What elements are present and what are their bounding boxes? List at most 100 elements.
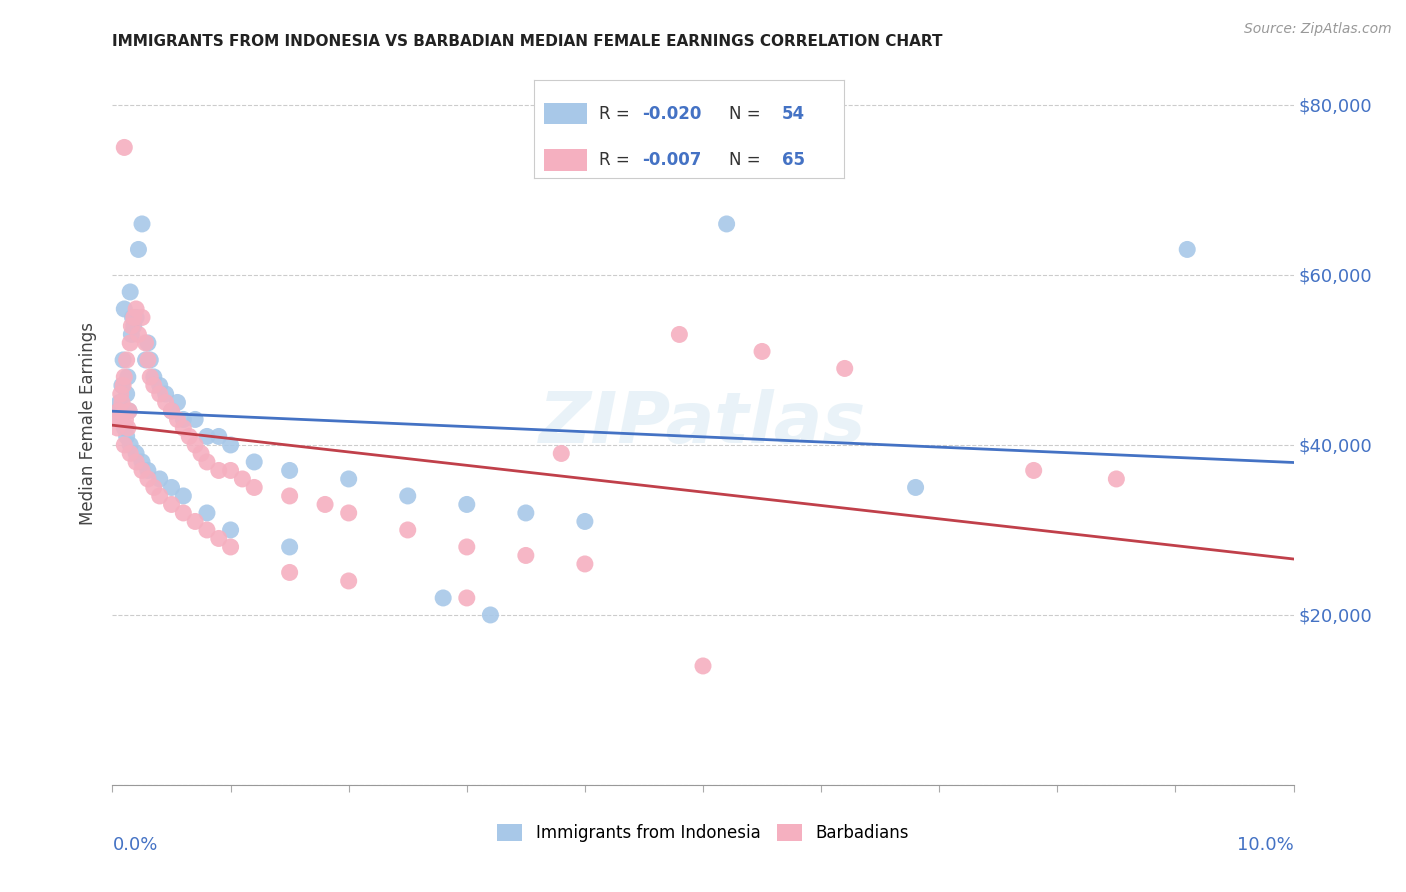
Point — [432, 591, 454, 605]
Point — [456, 540, 478, 554]
Point — [179, 429, 201, 443]
Point — [184, 515, 207, 529]
Point — [122, 310, 145, 325]
Point — [112, 140, 135, 154]
Point — [1175, 243, 1198, 257]
Point — [117, 421, 139, 435]
Point — [172, 421, 194, 435]
Point — [184, 438, 207, 452]
Point — [115, 353, 138, 368]
Point — [396, 523, 419, 537]
Text: Source: ZipAtlas.com: Source: ZipAtlas.com — [1244, 22, 1392, 37]
Point — [243, 480, 266, 494]
Point — [127, 327, 149, 342]
Point — [135, 335, 157, 350]
Point — [136, 463, 159, 477]
Point — [208, 463, 231, 477]
Point — [120, 327, 142, 342]
Point — [160, 404, 183, 418]
Point — [139, 370, 162, 384]
Text: 0.0%: 0.0% — [112, 836, 157, 854]
Point — [125, 455, 148, 469]
Point — [574, 557, 596, 571]
Text: IMMIGRANTS FROM INDONESIA VS BARBADIAN MEDIAN FEMALE EARNINGS CORRELATION CHART: IMMIGRANTS FROM INDONESIA VS BARBADIAN M… — [112, 34, 943, 49]
Point — [160, 498, 183, 512]
Point — [120, 446, 142, 460]
Point — [479, 607, 502, 622]
Point — [107, 404, 129, 418]
Point — [396, 489, 419, 503]
Y-axis label: Median Female Earnings: Median Female Earnings — [79, 322, 97, 525]
Point — [195, 455, 218, 469]
Point — [155, 395, 177, 409]
Point — [107, 404, 129, 418]
Point — [115, 429, 138, 443]
Point — [112, 301, 135, 316]
Point — [114, 412, 136, 426]
Point — [278, 540, 301, 554]
Point — [136, 472, 159, 486]
Text: N =: N = — [730, 151, 766, 169]
Point — [716, 217, 738, 231]
Point — [112, 438, 135, 452]
Text: ZIPatlas: ZIPatlas — [540, 389, 866, 458]
Text: R =: R = — [599, 151, 636, 169]
Point — [108, 412, 131, 426]
Point — [155, 387, 177, 401]
Point — [135, 353, 157, 368]
Point — [112, 353, 135, 368]
Point — [142, 378, 165, 392]
Point — [184, 412, 207, 426]
Point — [142, 480, 165, 494]
Point — [118, 404, 141, 418]
Point — [243, 455, 266, 469]
Point — [125, 301, 148, 316]
Point — [111, 395, 134, 409]
Text: R =: R = — [599, 104, 636, 122]
Point — [172, 489, 194, 503]
Point — [172, 506, 194, 520]
Text: 54: 54 — [782, 104, 804, 122]
Point — [136, 335, 159, 350]
Point — [208, 532, 231, 546]
Point — [195, 429, 218, 443]
Point — [111, 378, 134, 392]
Point — [149, 472, 172, 486]
Point — [195, 523, 218, 537]
Point — [139, 353, 162, 368]
Point — [337, 472, 360, 486]
Text: N =: N = — [730, 104, 766, 122]
Point — [515, 506, 537, 520]
Point — [149, 387, 172, 401]
Point — [131, 455, 153, 469]
Point — [278, 566, 301, 580]
Point — [110, 412, 132, 426]
Point — [208, 429, 231, 443]
Point — [692, 659, 714, 673]
Point — [456, 498, 478, 512]
Point — [166, 395, 188, 409]
Point — [112, 421, 135, 435]
Point — [105, 421, 128, 435]
Point — [219, 523, 242, 537]
Point — [112, 378, 135, 392]
Point — [125, 446, 148, 460]
Point — [751, 344, 773, 359]
Point — [131, 217, 153, 231]
Point — [115, 387, 138, 401]
Text: -0.007: -0.007 — [643, 151, 702, 169]
Point — [118, 404, 141, 418]
Point — [136, 353, 159, 368]
Point — [110, 387, 132, 401]
Point — [550, 446, 572, 460]
Point — [121, 310, 143, 325]
Text: 10.0%: 10.0% — [1237, 836, 1294, 854]
Point — [278, 489, 301, 503]
Point — [122, 318, 145, 333]
Point — [668, 327, 690, 342]
Legend: Immigrants from Indonesia, Barbadians: Immigrants from Indonesia, Barbadians — [491, 817, 915, 849]
Point — [149, 489, 172, 503]
Point — [117, 370, 139, 384]
Point — [108, 395, 131, 409]
Point — [131, 463, 153, 477]
